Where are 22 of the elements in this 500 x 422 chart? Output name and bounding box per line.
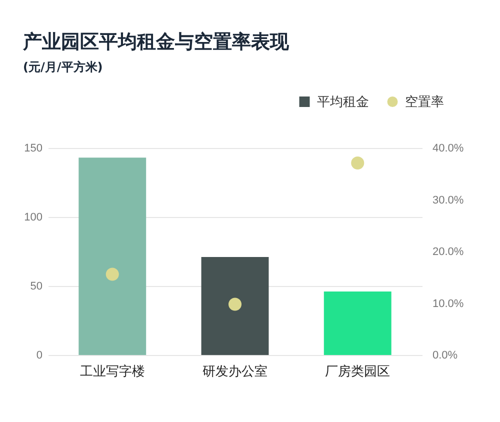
x-tick-label: 厂房类园区 bbox=[325, 364, 390, 380]
y-tick-label: 50 bbox=[30, 280, 42, 292]
y2-tick-label: 0.0% bbox=[432, 350, 458, 362]
y2-tick-label: 10.0% bbox=[432, 298, 464, 310]
y-tick-label: 0 bbox=[36, 350, 42, 362]
point bbox=[228, 298, 242, 311]
y2-tick-label: 30.0% bbox=[432, 194, 464, 206]
chart-subtitle: (元/月/平方米) bbox=[23, 60, 103, 74]
y-tick-label: 100 bbox=[24, 212, 42, 224]
x-tick-label: 研发办公室 bbox=[202, 364, 268, 380]
y2-tick-label: 20.0% bbox=[432, 246, 464, 258]
legend-label: 空置率 bbox=[405, 94, 444, 110]
bar bbox=[78, 158, 146, 355]
y2-tick-label: 40.0% bbox=[432, 142, 464, 154]
bar bbox=[324, 292, 392, 355]
x-tick-label: 工业写字楼 bbox=[80, 364, 145, 380]
y-tick-label: 150 bbox=[24, 142, 42, 154]
point bbox=[106, 268, 119, 281]
point bbox=[351, 156, 364, 170]
legend-label: 平均租金 bbox=[317, 94, 369, 110]
bar bbox=[201, 257, 269, 355]
chart-title: 产业园区平均租金与空置率表现 bbox=[22, 31, 290, 53]
